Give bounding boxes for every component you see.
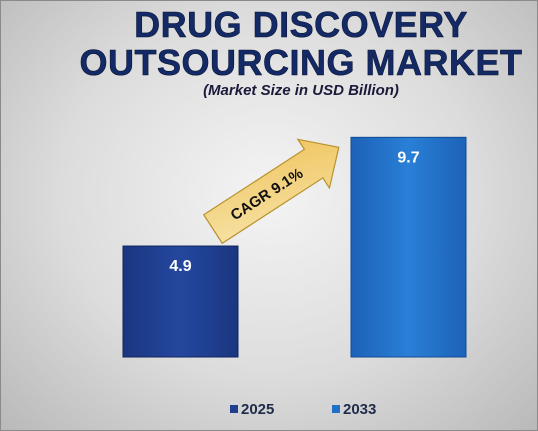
bar-2025 (122, 245, 239, 358)
cagr-arrow: CAGR 9.1% (202, 138, 340, 245)
chart-title-line-1: DRUG DISCOVERY (134, 4, 468, 45)
legend-label-2025: 2025 (241, 401, 274, 418)
legend-label-2033: 2033 (343, 401, 376, 418)
cagr-arrow-shape (202, 138, 340, 245)
chart-title-line-2: OUTSOURCING MARKET (80, 42, 523, 83)
data-label-2033: 9.7 (397, 149, 419, 166)
bar-labels-group: 4.9 9.7 (169, 149, 419, 275)
chart-subtitle: (Market Size in USD Billion) (203, 82, 399, 99)
legend-swatch-2033 (332, 405, 340, 413)
data-label-2025: 4.9 (169, 258, 191, 275)
bar-2033 (350, 136, 467, 358)
bars-group (122, 136, 467, 358)
legend: 2025 2033 (230, 401, 376, 418)
legend-swatch-2025 (230, 405, 238, 413)
